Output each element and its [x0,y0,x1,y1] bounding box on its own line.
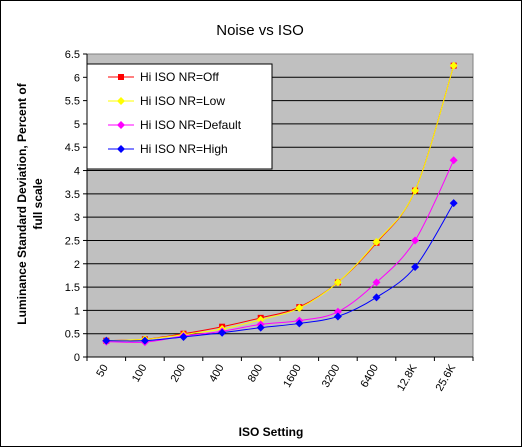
data-point [411,186,420,195]
data-point [449,156,458,165]
y-tick-label: 3 [74,212,80,224]
x-tick-label: 400 [207,363,227,385]
x-tick-label: 25.6K [434,362,459,393]
y-axis-title: Luminance Standard Deviation, Percent of… [15,82,45,324]
data-point [333,307,342,316]
data-point [295,319,304,328]
x-tick-label: 1600 [281,363,304,390]
x-tick-label: 800 [246,363,266,385]
y-axis-title-line-1: Luminance Standard Deviation, Percent of [15,82,29,324]
y-tick-label: 2.5 [65,235,80,247]
x-axis-ticks: 50 100 200 400 800 1600 3200 6400 12.8K 25.6K [86,357,474,393]
y-tick-label: 0.5 [65,329,80,341]
legend-box [86,63,273,170]
chart-title: Noise vs ISO [216,22,304,39]
y-axis-title-line-2: full scale [31,178,45,230]
legend-label: Hi ISO NR=High [140,142,228,156]
data-point [411,236,420,245]
y-tick-label: 1.5 [65,282,80,294]
legend-label: Hi ISO NR=Off [140,70,219,84]
legend: Hi ISO NR=Off Hi ISO NR=Low Hi ISO NR=Defa… [86,63,273,170]
data-point [449,61,458,70]
data-point [256,323,265,332]
y-tick-label: 4 [74,166,80,178]
data-point [411,263,420,272]
legend-entry: Hi ISO NR=Low [108,94,225,108]
y-axis-ticks: 0 0.5 1 1.5 2 2.5 3 3.5 4 4.5 5 5.5 6 6.5 [65,49,473,364]
x-tick-label: 200 [169,363,189,385]
y-tick-label: 1 [74,305,80,317]
data-point [179,332,188,341]
legend-label: Hi ISO NR=Default [140,118,242,132]
data-point [372,278,381,287]
series-line [106,65,455,342]
legend-swatch-marker [117,145,125,153]
series-4 [102,199,458,345]
data-point [256,315,265,324]
legend-label: Hi ISO NR=Low [140,94,225,108]
gridlines [87,76,473,335]
y-tick-label: 0 [74,352,80,364]
y-tick-label: 6 [74,72,80,84]
legend-entry: Hi ISO NR=Off [108,70,219,84]
x-tick-label: 3200 [320,363,343,390]
data-point [333,278,342,287]
data-point [449,199,458,208]
y-tick-label: 4.5 [65,142,80,154]
legend-swatch-marker [118,74,124,80]
series-group [102,61,458,347]
data-point [102,336,111,345]
y-tick-label: 3.5 [65,189,80,201]
x-tick-label: 100 [130,363,150,385]
legend-entry: Hi ISO NR=High [108,142,228,156]
data-point [372,237,381,246]
data-point [218,328,227,337]
data-point [140,336,149,345]
y-tick-label: 5 [74,119,80,131]
x-axis-title: ISO Setting [239,425,304,439]
x-tick-label: 50 [94,363,111,380]
data-point [295,304,304,313]
y-tick-label: 5.5 [65,96,80,108]
data-point [372,293,381,302]
legend-swatch-marker [117,97,125,105]
y-tick-label: 2 [74,259,80,271]
legend-swatch-marker [117,121,125,129]
series-line [106,202,455,342]
legend-entry: Hi ISO NR=Default [108,118,242,132]
data-point [333,312,342,321]
x-tick-label: 12.8K [395,362,420,393]
y-tick-label: 6.5 [65,49,80,61]
x-tick-label: 6400 [358,363,381,390]
